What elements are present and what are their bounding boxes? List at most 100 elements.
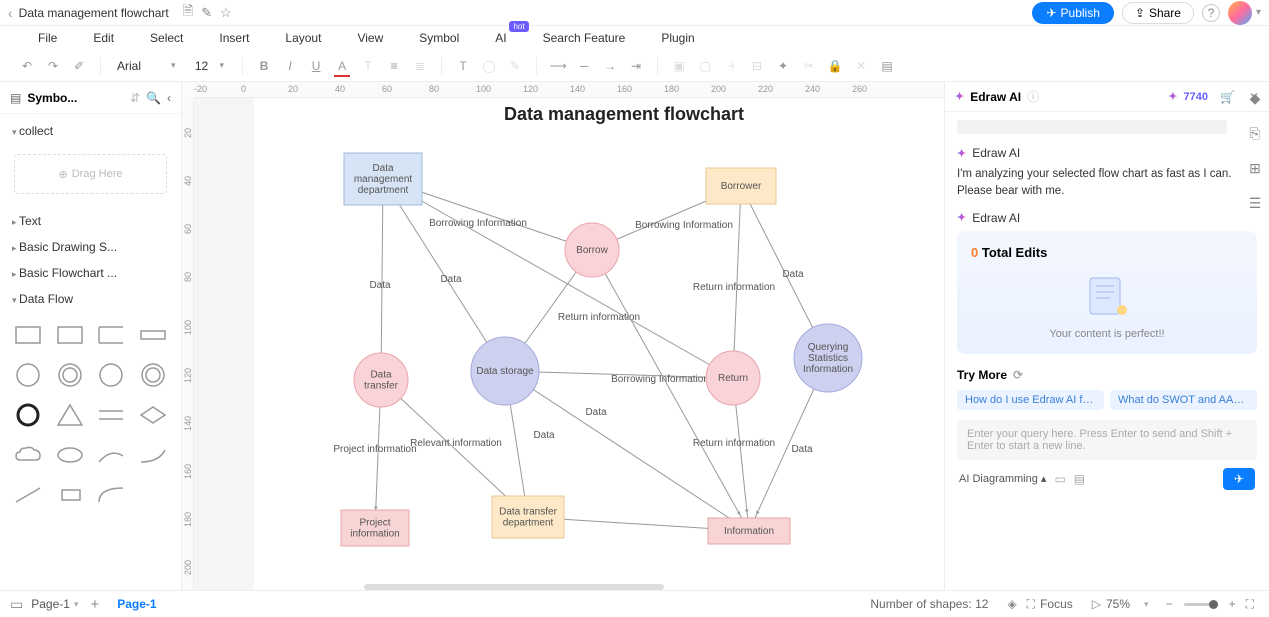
format-painter-button[interactable]: ✐ [68, 55, 90, 77]
ai-input[interactable]: Enter your query here. Press Enter to se… [957, 420, 1257, 460]
save-icon[interactable]: 🗎 [183, 2, 193, 24]
shape-diamond[interactable] [135, 398, 171, 432]
settings-icon[interactable]: ☰ [1249, 195, 1262, 212]
publish-button[interactable]: ✈ Publish [1032, 2, 1113, 24]
redo-button[interactable]: ↷ [42, 55, 64, 77]
edit-title-icon[interactable]: ✎ [201, 5, 212, 21]
list-button[interactable]: ≣ [409, 55, 431, 77]
code-button[interactable]: ▤ [876, 55, 898, 77]
zoom-in-button[interactable]: + [1229, 597, 1236, 611]
expand-icon[interactable]: ⇵ [130, 91, 140, 105]
size-dd-icon[interactable]: ▾ [220, 60, 225, 71]
pages-icon[interactable]: ▭ [10, 596, 23, 613]
play-icon[interactable]: ▷ [1092, 597, 1101, 611]
tools-button[interactable]: ✕ [850, 55, 872, 77]
back-icon[interactable]: ‹ [8, 5, 13, 21]
font-size-select[interactable]: 12 [188, 57, 216, 75]
group-button[interactable]: ▣ [668, 55, 690, 77]
font-color-button[interactable]: A [331, 55, 353, 77]
menu-view[interactable]: View [339, 31, 401, 45]
arrow-end-button[interactable]: ⇥ [625, 55, 647, 77]
italic-button[interactable]: I [279, 55, 301, 77]
zoom-dd-icon[interactable]: ▾ [1144, 599, 1149, 610]
shape-line[interactable] [10, 478, 46, 512]
connector-button[interactable]: ⟶ [547, 55, 569, 77]
focus-label[interactable]: Focus [1040, 597, 1073, 611]
zoom-slider[interactable] [1184, 603, 1218, 606]
canvas-area[interactable]: -20020406080100120140160180200220240260 … [182, 82, 944, 590]
group-collect[interactable]: collect [0, 118, 181, 144]
text-vertical-button[interactable]: T [357, 55, 379, 77]
menu-symbol[interactable]: Symbol [401, 31, 477, 45]
group-text[interactable]: Text [0, 208, 181, 234]
undo-button[interactable]: ↶ [16, 55, 38, 77]
collapse-icon[interactable]: ‹ [167, 91, 171, 105]
export-icon[interactable]: ⎘ [1249, 125, 1260, 142]
shape-circle2[interactable] [94, 358, 130, 392]
suggestion-2[interactable]: What do SWOT and AAR... [1110, 390, 1257, 410]
font-family-select[interactable]: Arial [111, 57, 159, 75]
suggestion-1[interactable]: How do I use Edraw AI fo... [957, 390, 1104, 410]
group-basic-drawing[interactable]: Basic Drawing S... [0, 234, 181, 260]
focus-icon[interactable]: ⛶ [1027, 597, 1035, 612]
line-style-button[interactable]: ─ [573, 55, 595, 77]
pen-tool-button[interactable]: ✎ [504, 55, 526, 77]
shape-rect-small[interactable] [52, 478, 88, 512]
layers-icon[interactable]: ◈ [1007, 597, 1016, 611]
shape-tool-button[interactable]: ◯ [478, 55, 500, 77]
menu-select[interactable]: Select [132, 31, 201, 45]
cart-icon[interactable]: 🛒 [1220, 90, 1235, 104]
star-icon[interactable]: ☆ [220, 5, 232, 21]
shape-circle[interactable] [10, 358, 46, 392]
arrow-start-button[interactable]: → [599, 55, 621, 77]
grid-icon[interactable]: ⊞ [1249, 160, 1261, 177]
effects-button[interactable]: ✦ [772, 55, 794, 77]
tab-page-1[interactable]: Page-1 [117, 597, 156, 611]
history-icon[interactable]: ▤ [1074, 472, 1085, 486]
attachment-icon[interactable]: ▭ [1054, 472, 1065, 486]
fill-icon[interactable]: ◆ [1250, 90, 1261, 107]
shape-rect-open[interactable] [94, 318, 130, 352]
shape-arc2[interactable] [135, 438, 171, 472]
ai-mode-select[interactable]: AI Diagramming ▴ [959, 472, 1046, 485]
fullscreen-icon[interactable]: ⛶ [1246, 597, 1254, 612]
shape-triangle[interactable] [52, 398, 88, 432]
drag-here-dropzone[interactable]: ⊕ Drag Here [14, 154, 167, 194]
avatar-dropdown-icon[interactable]: ▾ [1256, 7, 1261, 18]
info-icon[interactable]: ⓘ [1027, 88, 1039, 105]
shape-circle-bold[interactable] [10, 398, 46, 432]
bold-button[interactable]: B [253, 55, 275, 77]
group-basic-flowchart[interactable]: Basic Flowchart ... [0, 260, 181, 286]
shape-rect-thin[interactable] [135, 318, 171, 352]
shape-lines[interactable] [94, 398, 130, 432]
ungroup-button[interactable]: ▢ [694, 55, 716, 77]
shape-rect[interactable] [10, 318, 46, 352]
zoom-out-button[interactable]: − [1166, 597, 1173, 611]
underline-button[interactable]: U [305, 55, 327, 77]
share-button[interactable]: ⇪ Share [1122, 2, 1194, 24]
menu-insert[interactable]: Insert [201, 31, 267, 45]
shape-ellipse[interactable] [52, 438, 88, 472]
menu-search[interactable]: Search Feature [525, 31, 644, 45]
distribute-button[interactable]: ⊟ [746, 55, 768, 77]
crop-button[interactable]: ✂ [798, 55, 820, 77]
text-tool-button[interactable]: T [452, 55, 474, 77]
menu-file[interactable]: File [20, 31, 75, 45]
group-data-flow[interactable]: Data Flow [0, 286, 181, 312]
shape-curve[interactable] [94, 478, 130, 512]
shape-double-circle2[interactable] [135, 358, 171, 392]
menu-ai[interactable]: AI hot [477, 31, 524, 45]
menu-edit[interactable]: Edit [75, 31, 132, 45]
refresh-icon[interactable]: ⟳ [1013, 368, 1023, 382]
canvas[interactable]: Data management flowchart Borrowing Info… [194, 98, 944, 590]
search-icon[interactable]: 🔍 [146, 91, 161, 105]
align-button[interactable]: ≡ [383, 55, 405, 77]
avatar[interactable] [1228, 1, 1252, 25]
shape-rect2[interactable] [52, 318, 88, 352]
menu-plugin[interactable]: Plugin [643, 31, 712, 45]
shape-double-circle[interactable] [52, 358, 88, 392]
page-dd-icon[interactable]: ▾ [74, 599, 79, 610]
page-select[interactable]: Page-1 [31, 597, 70, 611]
flowchart-svg[interactable]: Borrowing InformationBorrowing Informati… [194, 98, 914, 590]
font-dd-icon[interactable]: ▾ [171, 60, 176, 71]
